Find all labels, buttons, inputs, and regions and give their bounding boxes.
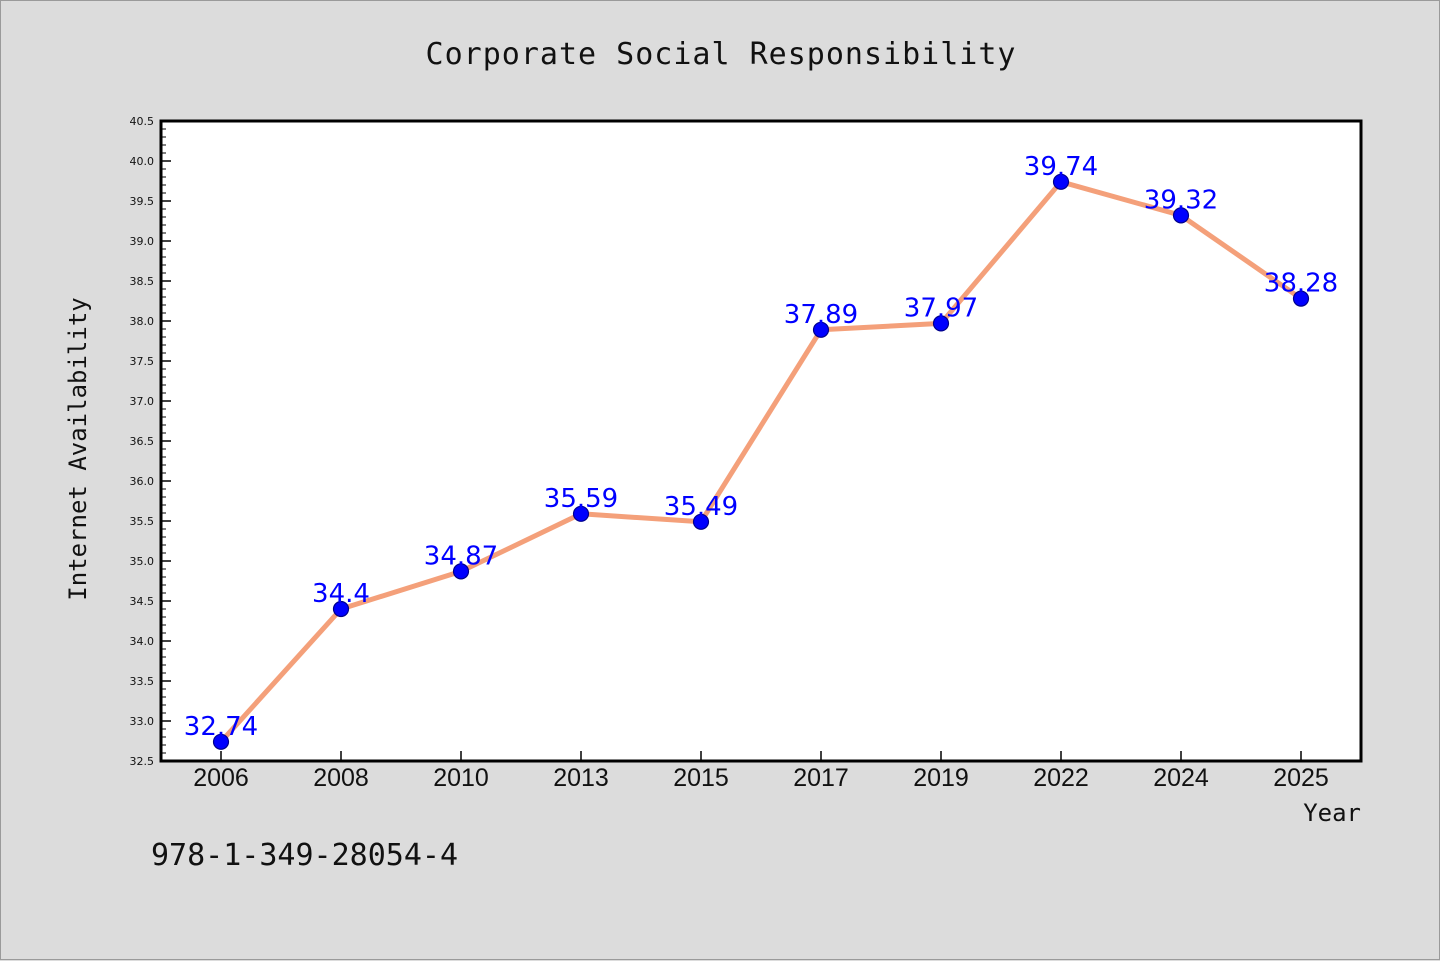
y-tick-label: 33.5 bbox=[130, 675, 155, 688]
plot-area bbox=[159, 119, 1363, 763]
y-tick-label: 39.0 bbox=[130, 235, 155, 248]
data-point-label: 39.74 bbox=[1024, 152, 1098, 182]
y-tick-label: 34.5 bbox=[130, 595, 155, 608]
y-tick-label: 37.5 bbox=[130, 355, 155, 368]
y-tick-label: 40.0 bbox=[130, 155, 155, 168]
x-tick-label: 2017 bbox=[793, 764, 849, 792]
data-point-label: 37.89 bbox=[784, 300, 858, 330]
x-tick-labels: 2006 2008 2010 2013 2015 2017 2019 2022 2024 2025 bbox=[193, 764, 1329, 792]
x-tick-label: 2010 bbox=[433, 764, 489, 792]
data-point-marker bbox=[932, 315, 950, 332]
data-point-marker bbox=[1172, 207, 1190, 224]
footer-code: 978-1-349-28054-4 bbox=[151, 838, 458, 873]
data-point-label: 32.74 bbox=[184, 712, 258, 742]
x-tick-label: 2008 bbox=[313, 764, 369, 792]
y-tick-label: 38.0 bbox=[130, 315, 155, 328]
x-axis-ticks bbox=[220, 751, 1302, 761]
y-tick-label: 36.5 bbox=[130, 435, 155, 448]
data-point-label: 35.59 bbox=[544, 484, 618, 514]
data-point-label: 35.49 bbox=[664, 492, 738, 522]
data-markers bbox=[212, 173, 1310, 750]
y-tick-labels: 32.5 33.0 33.5 34.0 34.5 35.0 35.5 36.0 36.5 37.0… bbox=[130, 115, 155, 768]
chart-title: Corporate Social Responsibility bbox=[426, 37, 1017, 72]
y-tick-label: 32.5 bbox=[130, 755, 155, 768]
x-tick-label: 2015 bbox=[673, 764, 729, 792]
x-tick-label: 2019 bbox=[913, 764, 969, 792]
data-point-label: 34.4 bbox=[312, 579, 370, 609]
x-axis-label: Year bbox=[1303, 799, 1361, 827]
data-point-marker bbox=[1052, 173, 1070, 190]
x-tick-label: 2013 bbox=[553, 764, 609, 792]
y-major-ticks bbox=[161, 120, 171, 762]
y-tick-label: 40.5 bbox=[130, 115, 155, 128]
data-point-marker bbox=[212, 733, 230, 750]
y-tick-label: 33.0 bbox=[130, 715, 155, 728]
x-tick-label: 2006 bbox=[193, 764, 249, 792]
data-point-marker bbox=[692, 513, 710, 530]
y-tick-label: 37.0 bbox=[130, 395, 155, 408]
x-tick-label: 2022 bbox=[1033, 764, 1089, 792]
y-tick-label: 38.5 bbox=[130, 275, 155, 288]
y-axis-label: Internet Availability bbox=[64, 297, 92, 600]
y-minor-ticks bbox=[161, 128, 166, 754]
y-tick-label: 34.0 bbox=[130, 635, 155, 648]
data-point-marker bbox=[572, 505, 590, 522]
data-point-marker bbox=[1292, 290, 1310, 307]
y-tick-label: 36.0 bbox=[130, 475, 155, 488]
data-point-label: 39.32 bbox=[1144, 185, 1218, 215]
y-tick-label: 35.0 bbox=[130, 555, 155, 568]
y-tick-label: 35.5 bbox=[130, 515, 155, 528]
data-point-label: 34.87 bbox=[424, 541, 498, 571]
series-line bbox=[218, 179, 1304, 745]
data-labels: 32.74 34.4 34.87 35.59 35.49 37.89 37.97 39.74 3… bbox=[184, 152, 1338, 742]
data-point-marker bbox=[332, 600, 350, 618]
x-tick-label: 2025 bbox=[1273, 764, 1329, 792]
data-point-marker bbox=[812, 321, 830, 338]
data-point-marker bbox=[452, 563, 470, 580]
data-point-label: 38.28 bbox=[1264, 269, 1338, 299]
y-tick-label: 39.5 bbox=[130, 195, 155, 208]
data-point-label: 37.97 bbox=[904, 293, 978, 323]
x-tick-label: 2024 bbox=[1153, 764, 1209, 792]
